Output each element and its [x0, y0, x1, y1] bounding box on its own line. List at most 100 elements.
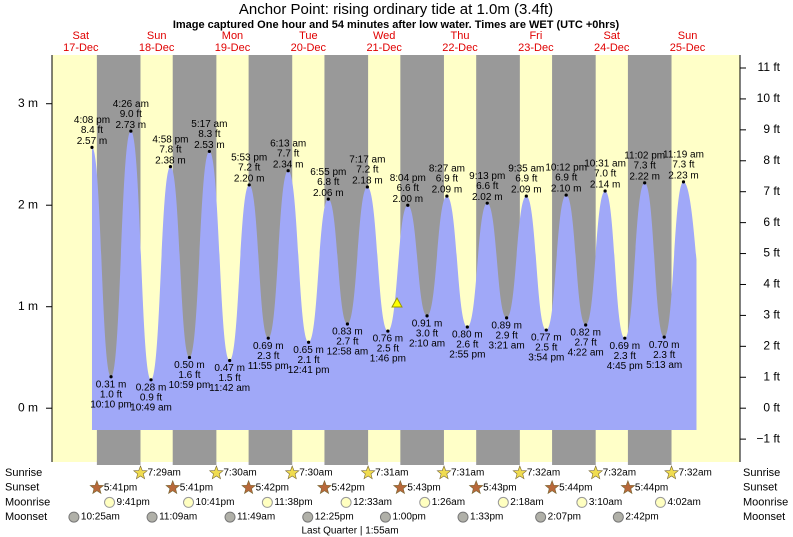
extreme-label: 0.83 m: [332, 327, 363, 338]
moonset-icon: [146, 511, 158, 523]
moonset-icon: [224, 511, 236, 523]
extreme-label: 0.69 m: [610, 341, 641, 352]
extreme-label: 0.76 m: [373, 334, 404, 345]
extreme-label: 8:04 pm: [390, 173, 426, 184]
extreme-dot: [247, 183, 251, 187]
y2-tick-label: 10 ft: [757, 91, 781, 105]
extreme-dot: [662, 335, 666, 339]
extreme-label: 9:13 pm: [469, 171, 505, 182]
moon-phase: Last Quarter | 1:55am: [301, 526, 398, 537]
event-time: 5:43pm: [483, 482, 516, 493]
y-tick-label: 1 m: [18, 299, 38, 313]
star-icon: [360, 465, 376, 480]
extreme-label: 0.69 m: [253, 341, 284, 352]
moonset-icon: [68, 511, 80, 523]
extreme-dot: [266, 336, 270, 340]
extreme-label: 2.14 m: [590, 180, 621, 191]
event-time: 10:25am: [81, 512, 120, 523]
extreme-dot: [623, 336, 627, 340]
y-tick-label: 3 m: [18, 96, 38, 110]
extreme-dot: [365, 185, 369, 189]
day-name: Sat: [603, 30, 620, 42]
moonrise-icon: [497, 496, 509, 508]
extreme-label: 2.7 ft: [336, 337, 358, 348]
extreme-dot: [544, 328, 548, 332]
y-tick-label: 2 m: [18, 197, 38, 211]
extreme-label: 2.02 m: [472, 192, 503, 203]
y2-tick-label: 5 ft: [763, 246, 780, 260]
extreme-label: 0.70 m: [649, 340, 680, 351]
extreme-label: 6.6 ft: [476, 181, 498, 192]
extreme-label: 0.50 m: [174, 360, 205, 371]
extreme-label: 3.0 ft: [416, 328, 438, 339]
extreme-label: 9.0 ft: [120, 109, 142, 120]
y2-tick-label: 11 ft: [758, 60, 781, 74]
extreme-label: 5:53 pm: [231, 153, 267, 164]
y2-tick-label: 2 ft: [763, 339, 780, 353]
event-time: 5:43pm: [407, 482, 440, 493]
y2-tick-label: 4 ft: [763, 277, 780, 291]
event-time: 3:10am: [589, 497, 622, 508]
extreme-dot: [584, 323, 588, 327]
star-icon: [284, 465, 300, 480]
extreme-label: 7.3 ft: [634, 161, 656, 172]
chart-subtitle: Image captured One hour and 54 minutes a…: [173, 19, 620, 31]
event-time: 5:44pm: [559, 482, 592, 493]
extreme-label: 7.7 ft: [277, 148, 299, 159]
event-time: 5:42pm: [256, 482, 289, 493]
star-icon: [316, 479, 332, 495]
extreme-dot: [485, 201, 489, 205]
extreme-dot: [129, 129, 133, 133]
day-name: Mon: [222, 30, 243, 42]
extreme-label: 3:21 am: [489, 341, 525, 352]
moonrise-icon: [654, 496, 666, 508]
event-time: 12:25pm: [315, 512, 354, 523]
extreme-label: 6.9 ft: [436, 174, 458, 185]
extreme-label: 4:08 pm: [74, 115, 110, 126]
day-date: 18-Dec: [139, 42, 175, 54]
chart-title: Anchor Point: rising ordinary tide at 1.…: [239, 1, 553, 18]
y2-tick-label: 6 ft: [763, 215, 780, 229]
extreme-label: 2.57 m: [77, 136, 108, 147]
extreme-dot: [465, 325, 469, 329]
extreme-label: 2.38 m: [155, 155, 186, 166]
event-time: 11:09am: [159, 512, 197, 523]
extreme-label: 2.22 m: [629, 172, 660, 183]
extreme-dot: [306, 340, 311, 344]
extreme-label: 2.23 m: [668, 171, 699, 182]
event-time: 7:31am: [375, 468, 408, 479]
extreme-label: 2.06 m: [313, 188, 344, 199]
tide-area: [91, 131, 697, 430]
event-time: 9:41pm: [117, 497, 150, 508]
extreme-label: 8.3 ft: [198, 129, 220, 140]
extreme-label: 10:10 pm: [90, 399, 132, 410]
y2-tick-label: 1 ft: [763, 369, 780, 383]
star-icon: [165, 479, 181, 495]
extreme-label: 2.1 ft: [297, 355, 319, 366]
y2-tick-label: 0 ft: [763, 400, 780, 414]
extreme-dot: [168, 165, 173, 169]
extreme-label: 10:59 pm: [169, 380, 211, 391]
extreme-label: 2.3 ft: [257, 351, 279, 362]
extreme-dot: [425, 314, 429, 318]
event-time: 12:33am: [353, 497, 392, 508]
extreme-label: 11:55 pm: [248, 361, 289, 372]
day-name: Sun: [147, 30, 167, 42]
event-time: 7:30am: [299, 468, 332, 479]
row-label: Moonrise: [743, 496, 788, 508]
day-date: 22-Dec: [442, 42, 478, 54]
y2-tick-label: 7 ft: [763, 184, 780, 198]
y-tick-label: 0 m: [18, 400, 38, 414]
extreme-label: 2.20 m: [234, 174, 265, 185]
day-date: 19-Dec: [215, 42, 251, 54]
day-name: Wed: [373, 30, 395, 42]
extreme-label: 7.3 ft: [672, 160, 694, 171]
moonrise-icon: [576, 496, 588, 508]
event-time: 11:38pm: [274, 497, 312, 508]
extreme-label: 7.2 ft: [356, 165, 378, 176]
day-date: 25-Dec: [670, 42, 706, 54]
star-icon: [468, 479, 484, 495]
event-time: 7:30am: [223, 468, 256, 479]
event-time: 1:26am: [432, 497, 465, 508]
extreme-label: 1.0 ft: [100, 389, 122, 400]
